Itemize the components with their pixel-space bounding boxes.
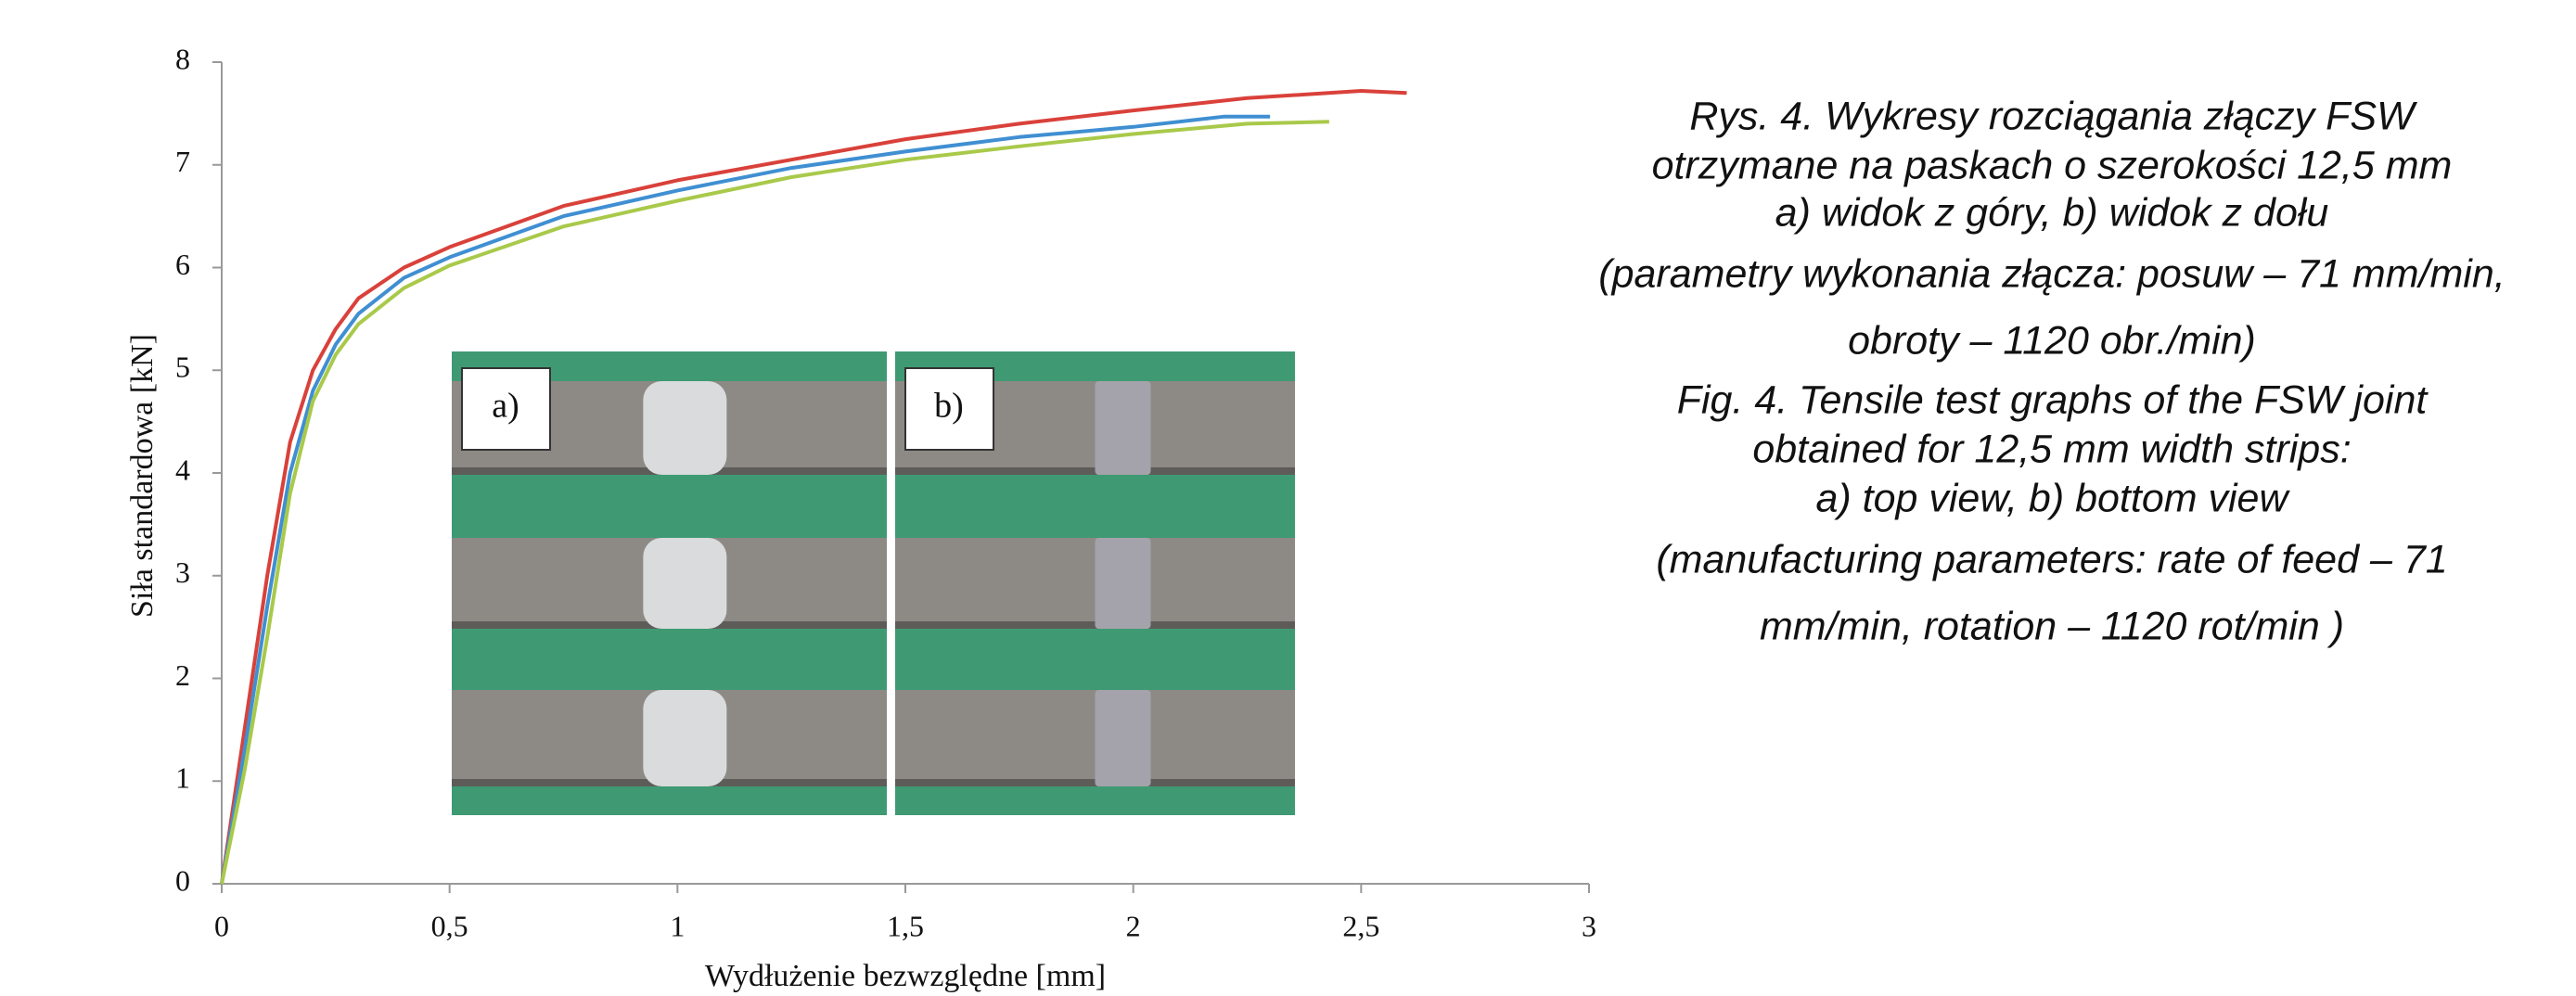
weld (1096, 381, 1151, 475)
x-axis-label: Wydłużenie bezwzględne [mm] (705, 959, 1106, 993)
weld (643, 690, 726, 786)
caption-line: Rys. 4. Wykresy rozciągania złączy FSW (1689, 94, 2417, 138)
inset-label: a) (492, 387, 519, 426)
x-tick-label: 2,5 (1342, 909, 1379, 942)
x-tick-label: 1 (670, 909, 685, 942)
weld (643, 538, 726, 629)
y-tick-label: 7 (175, 145, 190, 178)
weld (1096, 690, 1151, 786)
weld (1096, 538, 1151, 629)
caption-line: obroty – 1120 obr./min) (1848, 318, 2256, 363)
inset-photo: a) (452, 351, 887, 815)
weld (643, 381, 726, 475)
y-tick-label: 4 (175, 453, 190, 486)
caption-line: a) widok z góry, b) widok z dołu (1775, 190, 2329, 235)
x-tick-label: 1,5 (887, 909, 924, 942)
y-tick-label: 5 (175, 351, 190, 384)
x-tick-label: 0,5 (431, 909, 468, 942)
inset-photo: b) (895, 351, 1295, 815)
inset-label: b) (934, 387, 964, 426)
page: {"chart_data": { "type": "line", "xlabel… (0, 0, 2576, 996)
caption-line: a) top view, b) bottom view (1815, 476, 2290, 520)
y-tick-label: 2 (175, 658, 190, 692)
y-tick-label: 8 (175, 42, 190, 75)
y-tick-label: 0 (175, 863, 190, 897)
y-tick-label: 3 (175, 555, 190, 589)
x-tick-label: 0 (214, 909, 229, 942)
x-tick-label: 3 (1582, 909, 1596, 942)
caption-line: mm/min, rotation – 1120 rot/min ) (1760, 604, 2344, 648)
x-tick-label: 2 (1126, 909, 1141, 942)
y-tick-label: 6 (175, 248, 190, 281)
caption-line: (manufacturing parameters: rate of feed … (1656, 537, 2447, 581)
caption-line: otrzymane na paskach o szerokości 12,5 m… (1652, 143, 2453, 187)
caption-line: (parametry wykonania złącza: posuw – 71 … (1598, 251, 2505, 296)
y-axis-label: Siła standardowa [kN] (125, 334, 160, 618)
caption-line: obtained for 12,5 mm width strips: (1752, 427, 2351, 471)
caption-line: Fig. 4. Tensile test graphs of the FSW j… (1677, 377, 2429, 422)
figure: Wydłużenie bezwzględne [mm] Siła standar… (0, 0, 2576, 996)
y-tick-label: 1 (175, 761, 190, 795)
